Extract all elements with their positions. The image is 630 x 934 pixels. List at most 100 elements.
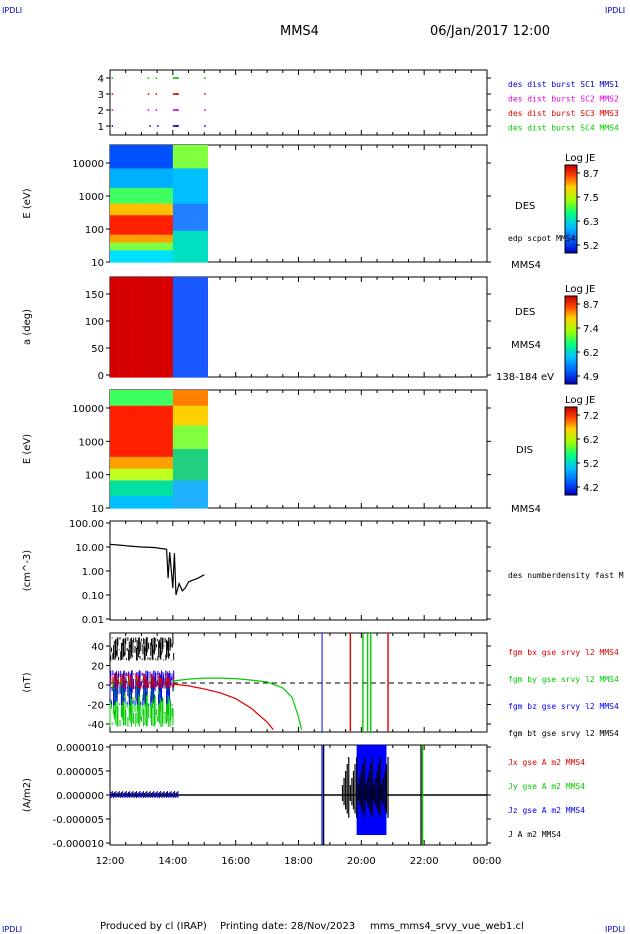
des_pitch-cell [181,303,184,308]
des_pitch-cell [128,300,131,305]
des_energy-cell [176,258,180,263]
des_energy-cell [122,187,125,193]
des_energy-cell [110,246,113,251]
des_pitch-cell [132,357,135,361]
des_pitch-cell [189,327,192,331]
des_energy-cell [189,184,192,189]
des_pitch-cell [116,340,119,345]
des_pitch-cell [138,303,142,308]
des_energy-cell [168,176,172,181]
dis_energy-cell [142,429,146,434]
dis_energy-cell [166,504,170,509]
des_pitch-cell [142,353,146,358]
des_energy-cell [181,187,184,193]
des_pitch-cell [193,357,196,361]
des_pitch-cell [134,373,137,378]
dis_energy-cell [152,401,156,407]
des_pitch-cell [118,337,121,341]
dis_energy-cell [122,496,125,501]
des_energy-cell [164,195,168,201]
des_pitch-cell [201,340,204,345]
dis_energy-cell [154,417,158,423]
des_energy-cell [164,199,168,205]
dis_energy-cell [191,413,194,419]
dis_energy-cell [144,484,148,489]
dis_energy-cell [136,437,140,442]
des_energy-cell [201,176,204,181]
des_energy-cell [156,148,160,154]
des_energy-cell [174,258,178,263]
des_pitch-cell [193,290,196,295]
des_energy-cell [110,238,113,244]
des_energy-cell [128,234,131,240]
dis_energy-cell [172,437,176,442]
des_energy-cell [118,160,121,166]
des_energy-cell [181,203,184,208]
des_energy-cell [146,234,150,240]
des_energy-cell [130,176,133,181]
dis_energy-cell [187,460,190,466]
des_pitch-cell [118,360,121,365]
des_pitch-cell [152,327,156,331]
dis_energy-cell [134,500,137,505]
des_energy-cell [178,226,182,232]
des_energy-cell [150,180,154,185]
des_pitch-cell [132,310,135,315]
dis_energy-cell [142,390,146,395]
dis_energy-cell [136,504,140,509]
dis_energy-cell [199,393,202,399]
des_energy-cell [110,172,113,177]
des_energy-cell [126,164,129,169]
dis_energy-cell [126,492,129,497]
des_pitch-cell [195,293,198,298]
des_pitch-cell [110,307,113,311]
des_energy-cell [156,238,160,244]
des_energy-cell [154,203,158,208]
density-ytick-label: 1.00 [82,567,104,578]
des_energy-cell [201,156,204,162]
dis_energy-cell [164,468,168,474]
dis_energy-cell [154,484,158,489]
des_pitch-cell [187,313,190,318]
dis_energy-cell [116,405,119,411]
des_pitch-cell [144,353,148,358]
des_pitch-cell [162,300,166,305]
dis_energy-cell [148,390,152,395]
dis_energy-cell [205,500,208,505]
des_pitch-cell [201,330,204,335]
des_pitch-cell [148,280,152,285]
des_pitch-cell [176,310,180,315]
des_energy-cell [154,195,158,201]
des_energy-cell [170,238,174,244]
des_pitch-cell [110,327,113,331]
des_pitch-cell [178,317,182,321]
dis_energy-cell [150,413,154,419]
dis_energy-cell [205,504,208,509]
des_energy-cell [140,160,144,166]
des_pitch-cell [168,283,172,288]
des_pitch-cell [132,297,135,301]
des_energy-cell [166,168,170,173]
des_pitch-cell [199,280,202,285]
dis_energy-cell [120,421,123,426]
dis_energy-cell [152,413,156,419]
des_pitch-cell [172,317,176,321]
des_energy-cell [128,160,131,166]
dis_energy-cell [191,417,194,423]
des_energy-cell [174,156,178,162]
des_energy-cell [158,195,162,201]
dis_energy-cell [148,480,152,485]
des_energy-cell [197,160,200,166]
dis_energy-cell [112,472,115,478]
des_energy-cell [156,160,160,166]
des_pitch-cell [134,313,137,318]
dis_energy-cell [176,425,180,430]
des_energy-cell [164,234,168,240]
des_energy-cell [195,258,198,263]
dis_energy-cell [164,393,168,399]
dis_energy-cell [122,480,125,485]
des_pitch-cell [150,343,154,348]
des_energy-cell [189,199,192,205]
des_pitch-cell [170,360,174,365]
dis_energy-cell [150,496,154,501]
